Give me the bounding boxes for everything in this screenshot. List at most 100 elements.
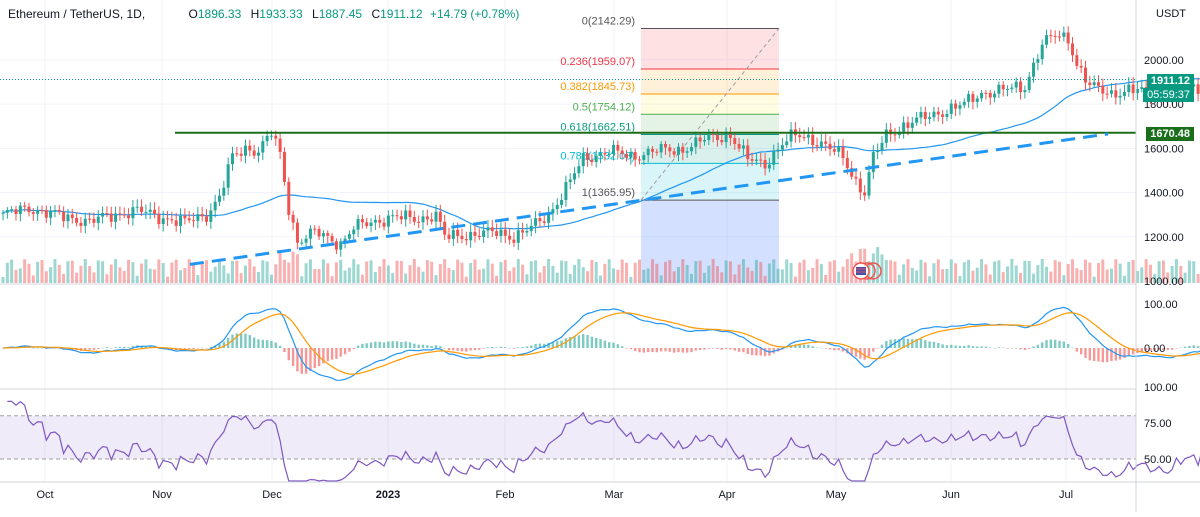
candle-body xyxy=(958,105,961,108)
volume-bar xyxy=(586,271,589,283)
candle-body xyxy=(1045,35,1048,45)
macd-histogram-bar xyxy=(651,348,653,352)
volume-bar xyxy=(621,260,624,283)
rsi-tick-label: 50.00 xyxy=(1144,454,1172,466)
volume-bar xyxy=(357,264,360,283)
volume-bar xyxy=(209,272,212,283)
volume-bar xyxy=(79,266,82,283)
macd-histogram-bar xyxy=(604,341,606,348)
candle-body xyxy=(967,94,970,102)
candle-body xyxy=(842,147,845,158)
volume-bar xyxy=(274,264,277,283)
candle-body xyxy=(764,160,767,168)
volume-bar xyxy=(227,273,230,283)
volume-bar xyxy=(92,272,95,283)
candle-body xyxy=(473,232,476,236)
volume-bar xyxy=(573,265,576,283)
macd-histogram-bar xyxy=(1076,348,1078,352)
countdown-tag: 05:59:37 xyxy=(1143,88,1194,102)
fib-level-label: 0.236(1959.07) xyxy=(560,56,635,68)
candle-body xyxy=(114,213,117,221)
macd-histogram-bar xyxy=(656,348,658,352)
candle-body xyxy=(370,223,373,226)
candle-body xyxy=(634,152,637,159)
volume-bar xyxy=(556,273,559,283)
volume-bar xyxy=(993,261,996,283)
candle-body xyxy=(62,212,65,221)
volume-bar xyxy=(287,262,290,283)
volume-bar xyxy=(370,260,373,283)
volume-bar xyxy=(816,259,819,283)
macd-histogram-bar xyxy=(430,346,432,348)
ohlc-close-label: C xyxy=(371,7,380,21)
volume-bar xyxy=(71,261,74,283)
volume-bar xyxy=(1036,265,1039,283)
candle-body xyxy=(932,112,935,118)
macd-histogram-bar xyxy=(348,348,350,352)
macd-histogram-bar xyxy=(1175,348,1177,349)
volume-bar xyxy=(668,260,671,283)
candle-body xyxy=(681,147,684,153)
macd-histogram-bar xyxy=(816,348,818,349)
candle-body xyxy=(993,94,996,98)
volume-bar xyxy=(166,277,169,283)
volume-bar xyxy=(192,264,195,283)
volume-bar xyxy=(1023,261,1026,283)
macd-histogram-bar xyxy=(344,348,346,354)
volume-bar xyxy=(928,276,931,283)
volume-bar xyxy=(469,263,472,283)
volume-bar xyxy=(508,271,511,283)
macd-pane[interactable] xyxy=(2,307,1200,380)
volume-bar xyxy=(677,267,680,283)
macd-histogram-bar xyxy=(638,348,640,352)
volume-bar xyxy=(1071,259,1074,283)
rsi-band xyxy=(0,416,1136,459)
candle-body xyxy=(677,147,680,155)
symbol-title[interactable]: Ethereum / TetherUS, 1D, xyxy=(8,7,145,21)
candle-body xyxy=(19,206,22,214)
volume-bar xyxy=(62,274,65,283)
volume-bar xyxy=(443,259,446,283)
volume-bar xyxy=(235,261,238,283)
volume-bar xyxy=(837,272,840,283)
candle-body xyxy=(915,118,918,123)
level-price-tag: 1670.48 xyxy=(1146,127,1194,141)
macd-histogram-bar xyxy=(703,348,705,350)
macd-histogram-bar xyxy=(456,348,458,351)
volume-bar xyxy=(162,263,165,283)
macd-histogram-bar xyxy=(625,348,627,349)
rsi-pane[interactable] xyxy=(0,401,1200,481)
volume-bar xyxy=(885,260,888,283)
macd-histogram-bar xyxy=(755,348,757,356)
macd-histogram-bar xyxy=(530,345,532,348)
macd-histogram-bar xyxy=(612,343,614,348)
macd-histogram-bar xyxy=(708,348,710,349)
volume-bar xyxy=(123,271,126,283)
candle-body xyxy=(179,216,182,226)
volume-bar xyxy=(582,267,585,283)
candle-body xyxy=(963,102,966,105)
candle-body xyxy=(92,219,95,223)
candle-body xyxy=(482,230,485,237)
macd-histogram-bar xyxy=(863,348,865,360)
candle-body xyxy=(1071,43,1074,55)
macd-histogram-bar xyxy=(751,348,753,355)
volume-bar xyxy=(231,261,234,283)
volume-bar xyxy=(1010,259,1013,283)
macd-histogram-bar xyxy=(335,348,337,359)
candle-body xyxy=(885,129,888,142)
macd-histogram-bar xyxy=(967,345,969,348)
candle-body xyxy=(902,122,905,132)
volume-bar xyxy=(720,272,723,283)
volume-bar xyxy=(45,271,48,283)
macd-histogram-bar xyxy=(32,348,34,349)
candle-body xyxy=(205,216,208,221)
volume-bar xyxy=(140,264,143,283)
macd-histogram-bar xyxy=(764,348,766,356)
candle-body xyxy=(1097,82,1100,85)
macd-histogram-bar xyxy=(101,348,103,349)
volume-bar xyxy=(681,259,684,283)
